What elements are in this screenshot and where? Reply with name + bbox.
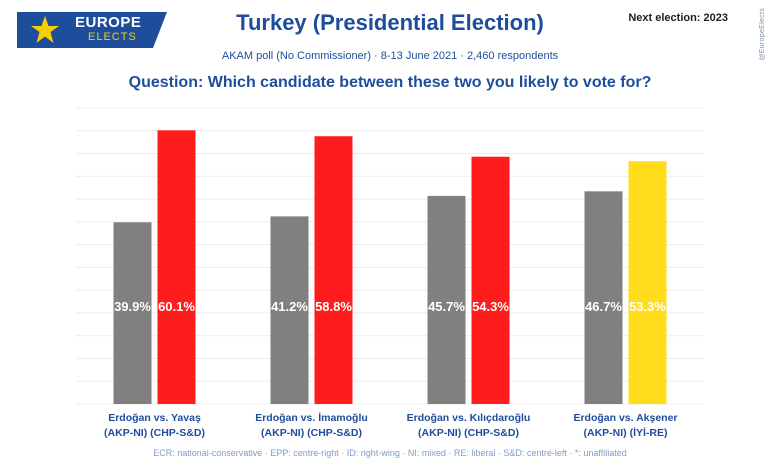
europe-elects-logo (17, 12, 167, 48)
data-label: 46.7% (585, 299, 622, 314)
bar-challenger (628, 161, 667, 404)
data-label: 41.2% (271, 299, 308, 314)
bar-challenger (314, 136, 353, 405)
next-election-label: Next election: 2023 (628, 12, 728, 24)
data-label: 45.7% (428, 299, 465, 314)
matchup-label: Erdoğan vs. Kılıçdaroğlu (407, 412, 531, 424)
matchup-label: Erdoğan vs. Akşener (573, 412, 677, 424)
bar-erdogan (113, 222, 152, 404)
party-label: (AKP-NI) (CHP-S&D) (261, 427, 362, 439)
star-icon (31, 16, 59, 43)
bar-challenger (471, 156, 510, 404)
bar-erdogan (584, 191, 623, 404)
data-label: 60.1% (158, 299, 195, 314)
matchup-label: Erdoğan vs. İmamoğlu (255, 411, 368, 424)
chart-title: Turkey (Presidential Election) (236, 10, 544, 35)
bar-erdogan (427, 195, 466, 404)
logo-text-europe: EUROPE (75, 14, 142, 31)
poll-question: Question: Which candidate between these … (128, 74, 652, 91)
data-label: 53.3% (629, 299, 666, 314)
data-label: 54.3% (472, 299, 509, 314)
data-label: 39.9% (114, 299, 151, 314)
party-label: (AKP-NI) (CHP-S&D) (104, 427, 205, 439)
bar-erdogan (270, 216, 309, 404)
party-label: (AKP-NI) (CHP-S&D) (418, 427, 519, 439)
logo-text-elects: ELECTS (88, 31, 137, 43)
poll-subtitle: AKAM poll (No Commissioner) · 8-13 June … (221, 50, 559, 62)
bar-challenger (157, 130, 196, 404)
party-label: (AKP-NI) (İYİ-RE) (584, 426, 668, 439)
matchup-label: Erdoğan vs. Yavaş (108, 412, 201, 424)
data-label: 58.8% (315, 299, 352, 314)
party-legend-footer: ECR: national-conservative · EPP: centre… (153, 448, 627, 458)
